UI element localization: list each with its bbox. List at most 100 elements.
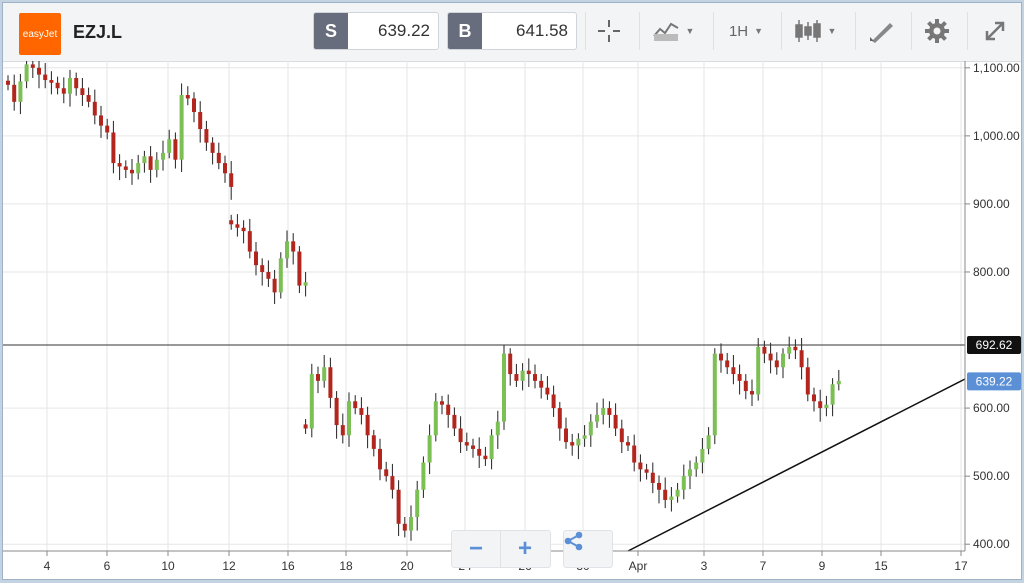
- candle-body: [464, 442, 469, 446]
- candle-body: [204, 129, 209, 143]
- y-tick-label: 800.00: [973, 265, 1010, 279]
- candle-body: [526, 370, 531, 375]
- candle-body: [539, 380, 544, 388]
- candle-body: [818, 401, 823, 409]
- candle-body: [148, 156, 153, 170]
- candle-body: [564, 428, 568, 443]
- candle-body: [185, 95, 190, 99]
- buy-price-button[interactable]: B 641.58: [447, 12, 577, 50]
- candle-body: [787, 346, 792, 354]
- candle-body: [613, 414, 618, 429]
- sell-price: 639.22: [378, 21, 430, 40]
- candle-body: [663, 489, 668, 500]
- candle-body: [297, 251, 302, 286]
- candle-body: [619, 428, 624, 443]
- y-tick-label: 600.00: [973, 401, 1010, 415]
- fullscreen-button[interactable]: [967, 12, 1021, 50]
- settings-button[interactable]: [911, 12, 962, 50]
- candle-body: [725, 360, 730, 368]
- candle-body: [173, 139, 178, 160]
- candle-body: [750, 391, 754, 395]
- candle-body: [657, 482, 661, 490]
- x-tick-label: 15: [874, 559, 888, 573]
- chart-canvas[interactable]: 1,100.00 1,000.00 900.00 800.00 600.00 500.00…: [3, 61, 1022, 580]
- candle-body: [316, 374, 320, 381]
- candle-style-dropdown[interactable]: ▼: [781, 12, 848, 50]
- candle-body: [179, 95, 184, 160]
- logo-text: easyJet: [22, 28, 58, 40]
- candle-body: [30, 64, 35, 68]
- candle-body: [793, 346, 798, 351]
- candle-body: [533, 374, 537, 381]
- crosshair-icon: [598, 20, 620, 42]
- candle-body: [421, 462, 426, 490]
- candle-body: [440, 401, 444, 405]
- toolbar: easyJet EZJ.L S 639.22 B 641.58 ▼: [3, 3, 1021, 62]
- candle-body: [309, 374, 314, 429]
- candle-body: [632, 445, 637, 463]
- candle-body: [588, 421, 593, 436]
- expand-icon: [985, 21, 1005, 41]
- candle-body: [495, 421, 500, 436]
- candle-body: [706, 435, 711, 449]
- timeframe-label: 1H: [728, 22, 749, 40]
- x-tick-label: 17: [954, 559, 968, 573]
- drawing-tools-button[interactable]: [855, 12, 906, 50]
- candle-body: [328, 367, 333, 398]
- chart-type-dropdown[interactable]: ▼: [639, 12, 706, 50]
- candle-body: [161, 152, 165, 160]
- zoom-out-button[interactable]: −: [452, 531, 501, 567]
- crosshair-button[interactable]: [585, 12, 632, 50]
- candle-body: [756, 346, 761, 395]
- x-tick-label: 10: [161, 559, 175, 573]
- candle-body: [700, 448, 705, 463]
- candle-body: [650, 472, 655, 483]
- candle-body: [210, 142, 215, 153]
- candle-body: [278, 258, 283, 293]
- candle-body: [272, 278, 277, 293]
- share-button[interactable]: [563, 530, 613, 568]
- candle-body: [130, 169, 134, 174]
- candle-body: [216, 152, 221, 164]
- candle-body: [111, 132, 116, 164]
- candle-body: [477, 448, 482, 456]
- x-tick-label: Apr: [629, 559, 648, 573]
- candle-body: [675, 489, 680, 497]
- zoom-in-button[interactable]: +: [517, 535, 532, 562]
- candle-body: [142, 156, 147, 164]
- sell-price-button[interactable]: S 639.22: [313, 12, 439, 50]
- candle-body: [415, 489, 420, 517]
- candle-body: [266, 271, 271, 279]
- candle-body: [384, 469, 389, 477]
- chevron-down-icon: ▼: [754, 26, 764, 36]
- x-tick-label: 20: [400, 559, 414, 573]
- current-price-badge: [967, 372, 1021, 391]
- candle-body: [545, 387, 550, 395]
- timeframe-dropdown[interactable]: 1H ▼: [713, 12, 778, 50]
- easyjet-logo: easyJet: [19, 13, 61, 55]
- candle-body: [551, 394, 556, 409]
- candle-body: [378, 448, 382, 470]
- candle-body: [18, 81, 23, 102]
- candle-body: [229, 220, 234, 225]
- candle-body: [694, 462, 699, 470]
- gear-icon: [925, 19, 949, 43]
- y-tick-label: 1,100.00: [973, 61, 1020, 75]
- candle-body: [347, 401, 351, 436]
- candle-body: [570, 442, 575, 446]
- x-tick-label: 7: [760, 559, 767, 573]
- candle-body: [774, 360, 779, 368]
- candle-body: [105, 125, 110, 133]
- grid-lines: [3, 61, 965, 551]
- candle-body: [136, 163, 141, 174]
- x-tick-label: 16: [281, 559, 295, 573]
- candle-body: [626, 442, 630, 446]
- candle-body: [371, 435, 376, 449]
- candle-body: [260, 265, 265, 272]
- price-chart[interactable]: 1,100.00 1,000.00 900.00 800.00 600.00 500.00…: [3, 61, 1022, 580]
- x-tick-label: 9: [819, 559, 826, 573]
- sell-label: S: [314, 13, 348, 49]
- candle-body: [427, 435, 432, 463]
- candles: [6, 61, 841, 541]
- candle-body: [712, 353, 717, 436]
